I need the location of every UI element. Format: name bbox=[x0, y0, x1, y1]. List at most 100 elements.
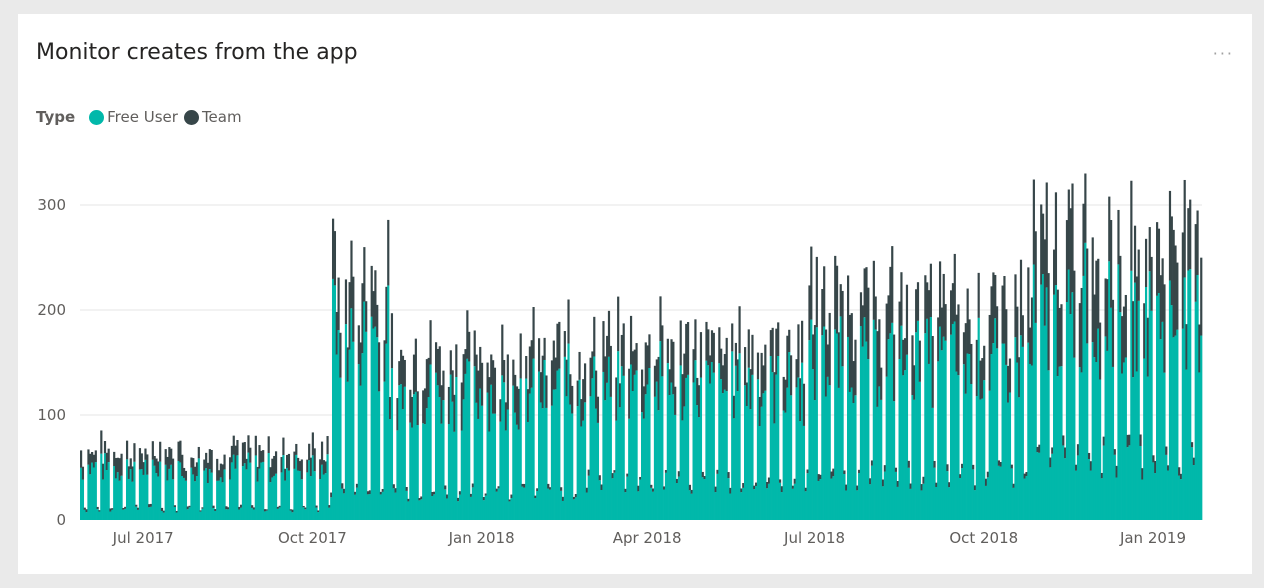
bar-team[interactable] bbox=[495, 488, 498, 492]
bar-free-user[interactable] bbox=[756, 379, 760, 520]
bar-free-user[interactable] bbox=[686, 374, 690, 520]
bar-team[interactable] bbox=[471, 483, 474, 488]
bar-free-user[interactable] bbox=[427, 397, 430, 520]
bar-team[interactable] bbox=[554, 357, 557, 390]
bar-team[interactable] bbox=[1198, 324, 1201, 373]
bar-free-user[interactable] bbox=[1029, 363, 1032, 520]
bar-team[interactable] bbox=[664, 469, 668, 473]
bar-free-user[interactable] bbox=[1084, 242, 1087, 521]
bar-free-user[interactable] bbox=[720, 379, 723, 520]
bar-team[interactable] bbox=[994, 274, 997, 319]
bar-team[interactable] bbox=[685, 323, 688, 378]
bar-free-user[interactable] bbox=[863, 317, 866, 520]
bar-free-user[interactable] bbox=[957, 375, 960, 520]
bar-free-user[interactable] bbox=[532, 358, 535, 520]
bar-free-user[interactable] bbox=[874, 329, 877, 520]
bar-free-user[interactable] bbox=[694, 360, 697, 520]
bar-free-user[interactable] bbox=[1121, 373, 1124, 520]
bar-free-user[interactable] bbox=[434, 372, 438, 520]
bar-team[interactable] bbox=[1064, 447, 1067, 459]
bar-team[interactable] bbox=[931, 335, 934, 408]
bar-free-user[interactable] bbox=[569, 404, 572, 520]
bar-free-user[interactable] bbox=[583, 402, 587, 520]
bar-free-user[interactable] bbox=[766, 488, 769, 520]
bar-team[interactable] bbox=[444, 485, 447, 490]
bar-team[interactable] bbox=[672, 341, 675, 395]
bar-free-user[interactable] bbox=[620, 366, 623, 520]
bar-team[interactable] bbox=[648, 334, 651, 368]
bar-team[interactable] bbox=[354, 491, 357, 495]
bar-free-user[interactable] bbox=[287, 470, 291, 520]
bar-team[interactable] bbox=[955, 314, 958, 372]
bar-free-user[interactable] bbox=[767, 483, 771, 520]
bar-team[interactable] bbox=[1036, 446, 1039, 453]
bar-team[interactable] bbox=[122, 507, 125, 510]
bar-free-user[interactable] bbox=[948, 487, 951, 520]
bar-team[interactable] bbox=[293, 451, 296, 469]
bar-free-user[interactable] bbox=[705, 360, 708, 520]
bar-free-user[interactable] bbox=[946, 471, 949, 520]
bar-free-user[interactable] bbox=[690, 493, 693, 520]
bar-team[interactable] bbox=[1196, 210, 1199, 275]
bar-free-user[interactable] bbox=[96, 509, 99, 520]
bar-team[interactable] bbox=[1174, 245, 1177, 336]
bar-free-user[interactable] bbox=[385, 343, 388, 520]
bar-free-user[interactable] bbox=[289, 510, 292, 520]
bar-team[interactable] bbox=[1156, 222, 1159, 296]
bar-team[interactable] bbox=[986, 471, 989, 478]
bar-free-user[interactable] bbox=[94, 462, 97, 520]
bar-team[interactable] bbox=[114, 458, 118, 479]
bar-free-user[interactable] bbox=[1124, 357, 1127, 520]
bar-free-user[interactable] bbox=[473, 366, 476, 520]
bar-team[interactable] bbox=[449, 350, 452, 375]
bar-team[interactable] bbox=[249, 447, 252, 463]
bar-free-user[interactable] bbox=[458, 494, 462, 520]
bar-free-user[interactable] bbox=[962, 364, 966, 520]
bar-team[interactable] bbox=[392, 484, 395, 489]
bar-free-user[interactable] bbox=[247, 452, 250, 520]
bar-free-user[interactable] bbox=[346, 381, 349, 520]
bar-team[interactable] bbox=[666, 338, 669, 364]
bar-team[interactable] bbox=[701, 471, 704, 478]
bar-free-user[interactable] bbox=[228, 479, 232, 520]
bar-team[interactable] bbox=[227, 507, 230, 510]
bar-team[interactable] bbox=[1178, 467, 1181, 476]
bar-team[interactable] bbox=[1181, 232, 1184, 329]
bar-team[interactable] bbox=[1185, 324, 1188, 370]
bar-team[interactable] bbox=[184, 470, 188, 481]
bar-team[interactable] bbox=[984, 478, 988, 486]
bar-team[interactable] bbox=[171, 458, 175, 480]
bar-free-user[interactable] bbox=[457, 501, 460, 520]
bar-team[interactable] bbox=[653, 365, 657, 397]
bar-team[interactable] bbox=[287, 453, 291, 471]
bar-free-user[interactable] bbox=[892, 401, 896, 520]
bar-team[interactable] bbox=[740, 488, 743, 493]
bar-free-user[interactable] bbox=[236, 455, 239, 520]
bar-team[interactable] bbox=[631, 351, 634, 392]
bar-team[interactable] bbox=[313, 448, 316, 472]
bar-free-user[interactable] bbox=[241, 466, 245, 520]
bar-free-user[interactable] bbox=[276, 508, 279, 520]
bar-free-user[interactable] bbox=[732, 418, 736, 520]
bar-team[interactable] bbox=[412, 354, 416, 395]
bar-team[interactable] bbox=[1170, 216, 1173, 306]
bar-free-user[interactable] bbox=[425, 408, 428, 520]
bar-free-user[interactable] bbox=[742, 487, 745, 520]
bar-free-user[interactable] bbox=[883, 471, 886, 520]
bar-team[interactable] bbox=[157, 461, 160, 477]
bar-team[interactable] bbox=[346, 347, 349, 382]
bar-team[interactable] bbox=[997, 460, 1001, 466]
bar-free-user[interactable] bbox=[109, 511, 112, 520]
bar-free-user[interactable] bbox=[357, 364, 360, 520]
bar-team[interactable] bbox=[146, 454, 149, 475]
bar-free-user[interactable] bbox=[878, 386, 881, 520]
bar-team[interactable] bbox=[808, 285, 811, 341]
bar-free-user[interactable] bbox=[153, 465, 156, 520]
bar-team[interactable] bbox=[434, 342, 438, 373]
bar-free-user[interactable] bbox=[83, 509, 86, 520]
bar-free-user[interactable] bbox=[118, 480, 121, 520]
bar-free-user[interactable] bbox=[979, 399, 982, 520]
bar-free-user[interactable] bbox=[834, 329, 837, 520]
bar-free-user[interactable] bbox=[208, 469, 211, 520]
bar-free-user[interactable] bbox=[1087, 459, 1091, 520]
